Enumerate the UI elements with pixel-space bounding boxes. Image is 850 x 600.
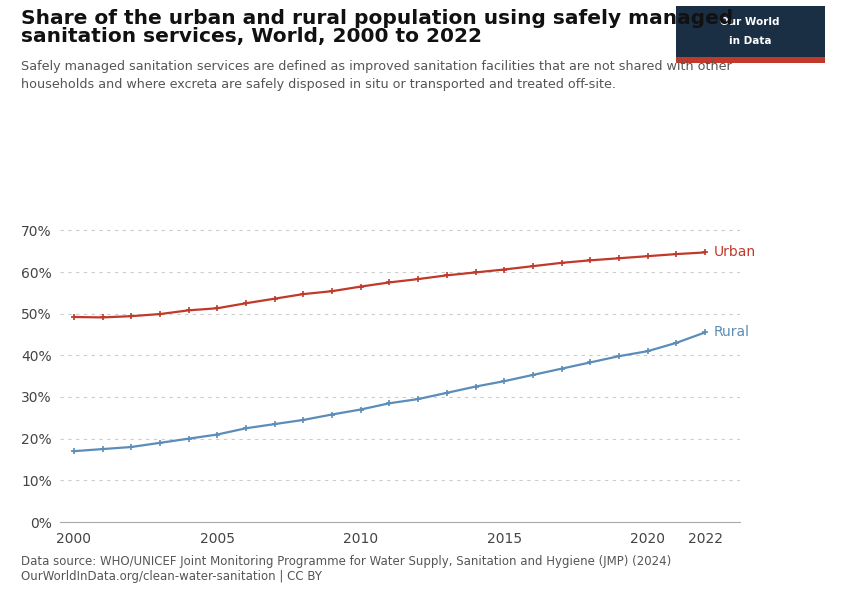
Bar xyxy=(676,57,824,63)
Text: Safely managed sanitation services are defined as improved sanitation facilities: Safely managed sanitation services are d… xyxy=(21,60,732,91)
Text: in Data: in Data xyxy=(728,37,772,46)
Text: Share of the urban and rural population using safely managed: Share of the urban and rural population … xyxy=(21,9,734,28)
Text: Rural: Rural xyxy=(714,325,750,340)
Text: sanitation services, World, 2000 to 2022: sanitation services, World, 2000 to 2022 xyxy=(21,27,482,46)
Text: Data source: WHO/UNICEF Joint Monitoring Programme for Water Supply, Sanitation : Data source: WHO/UNICEF Joint Monitoring… xyxy=(21,555,672,568)
FancyBboxPatch shape xyxy=(676,6,824,63)
Text: OurWorldInData.org/clean-water-sanitation | CC BY: OurWorldInData.org/clean-water-sanitatio… xyxy=(21,570,322,583)
Text: Urban: Urban xyxy=(714,245,756,259)
Text: Our World: Our World xyxy=(720,17,779,27)
